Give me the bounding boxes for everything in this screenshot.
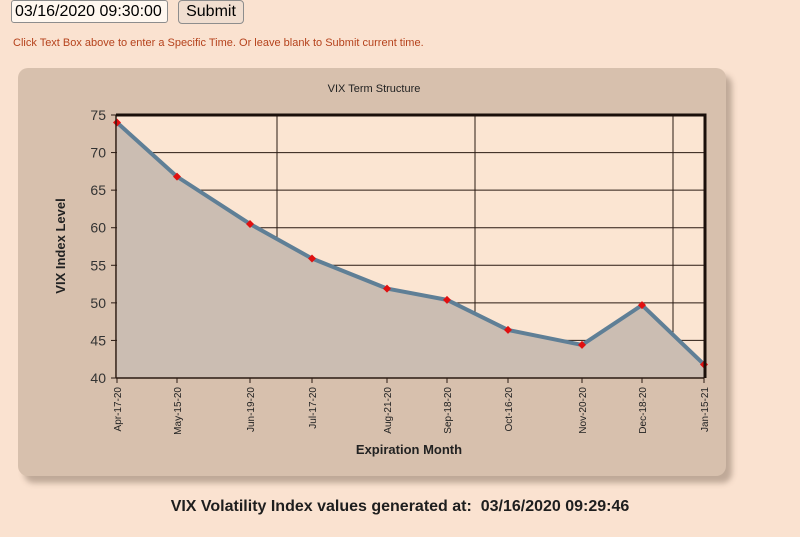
data-point [383,284,391,293]
y-tick-label: 45 [90,332,106,348]
y-tick-label: 60 [90,220,106,236]
instructions-text: Click Text Box above to enter a Specific… [13,37,424,49]
footer-label: VIX Volatility Index values generated at… [170,498,472,515]
y-tick-label: 50 [90,295,106,311]
x-tick-label: Jun-19-20 [246,387,257,432]
submit-button[interactable]: Submit [178,0,244,24]
x-tick-label: Sep-18-20 [443,387,454,434]
y-tick-label: 65 [90,182,106,198]
series-line [115,121,706,366]
data-point [308,254,316,263]
footer-timestamp: 03/16/2020 09:29:46 [480,498,630,515]
y-tick-label: 75 [90,107,106,123]
area-series [117,122,704,378]
vix-term-structure-chart: VIX Term Structure 40 45 50 55 60 65 70 75 Apr-… [53,83,711,457]
y-tick-label: 70 [90,145,106,161]
markers [113,118,708,369]
x-tick-label: Jan-15-21 [700,387,711,432]
chart-title: VIX Term Structure [328,83,421,95]
data-point [504,325,512,334]
y-axis-ticks: 40 45 50 55 60 65 70 75 [90,107,116,386]
x-tick-label: Aug-21-20 [383,387,394,434]
y-axis-label: VIX Index Level [53,198,68,293]
plot-frame [115,115,704,379]
x-axis-ticks: Apr-17-20 May-15-20 Jun-19-20 Jul-17-20 Aug-… [113,378,711,435]
x-tick-label: May-15-20 [173,387,184,435]
x-tick-label: Jul-17-20 [308,387,319,429]
x-axis-label: Expiration Month [356,442,462,457]
y-tick-label: 40 [90,370,106,386]
x-tick-label: Oct-16-20 [504,387,515,432]
x-tick-label: Apr-17-20 [113,387,124,432]
y-tick-label: 55 [90,257,106,273]
data-point [173,172,181,181]
x-tick-label: Dec-18-20 [638,387,649,434]
x-tick-label: Nov-20-20 [578,387,589,434]
data-point [578,340,586,349]
time-input[interactable] [11,0,168,23]
chart-panel: VIX Term Structure 40 45 50 55 60 65 70 75 Apr-… [18,68,726,476]
data-point [443,295,451,304]
footer-text: VIX Volatility Index values generated at… [0,498,800,516]
data-point [638,301,646,310]
data-point [113,118,121,127]
frame-heavy-edge [116,113,707,378]
data-point [246,219,254,228]
